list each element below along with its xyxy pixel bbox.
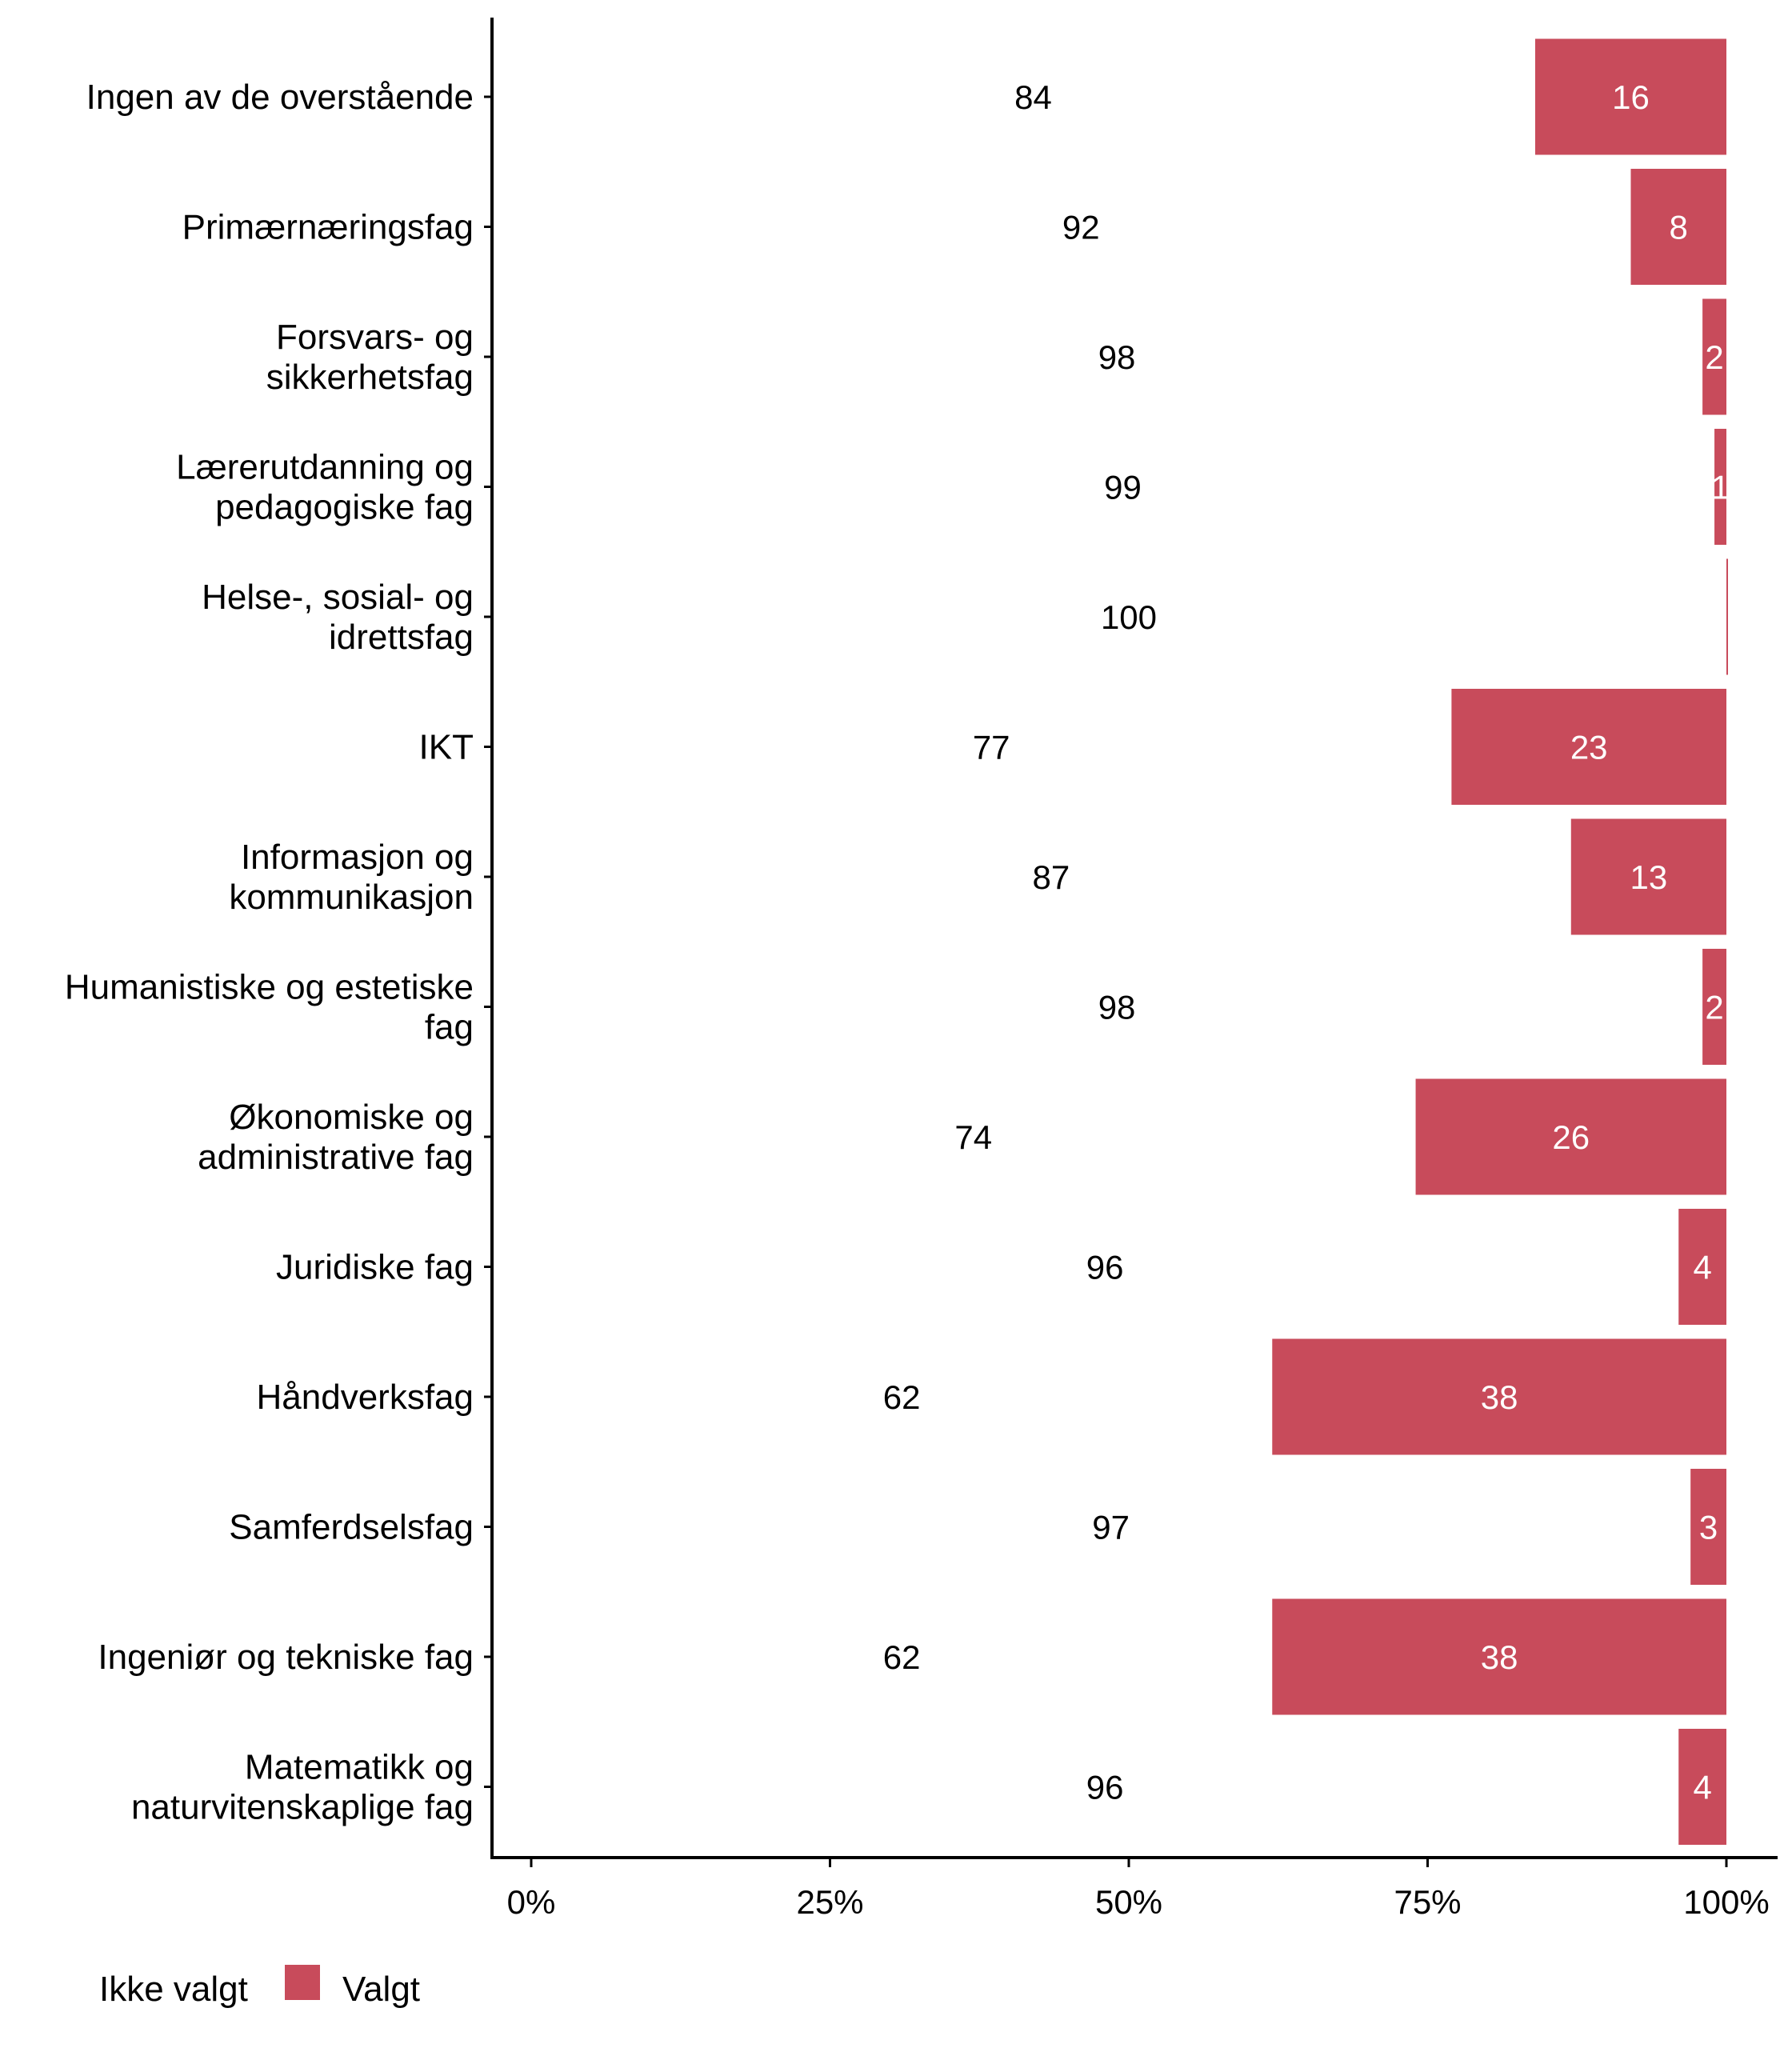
y-tick-label: Håndverksfag xyxy=(257,1378,474,1417)
y-tick-label: Helse-, sosial- og xyxy=(202,578,474,617)
data-label: 26 xyxy=(1552,1118,1590,1156)
y-tick-label: kommunikasjon xyxy=(229,878,474,917)
bar-valgt xyxy=(1702,949,1726,1065)
bar-ikke-valgt xyxy=(531,298,1703,415)
data-label: 98 xyxy=(1098,989,1136,1026)
bar-valgt xyxy=(1726,558,1728,675)
data-label: 38 xyxy=(1481,1638,1518,1676)
bar-ikke-valgt xyxy=(531,1209,1679,1325)
data-label: 13 xyxy=(1630,858,1668,896)
y-tick-label: naturvitenskaplige fag xyxy=(131,1788,474,1827)
data-label: 3 xyxy=(1699,1509,1718,1546)
data-label: 87 xyxy=(1033,858,1070,896)
bars-layer: 84 16 92 8 98 2 99 1 100 77 23 87 13 98 2 74 26 96 4 62 38 97… xyxy=(531,38,1730,1845)
legend-label-valgt: Valgt xyxy=(342,1970,420,2009)
y-tick-label: idrettsfag xyxy=(329,618,474,657)
bar-ikke-valgt xyxy=(531,1469,1691,1585)
bar-valgt xyxy=(1678,1729,1726,1845)
data-label: 96 xyxy=(1086,1249,1124,1286)
data-label: 98 xyxy=(1098,338,1136,376)
bar-ikke-valgt xyxy=(531,818,1571,935)
x-tick-label: 50% xyxy=(1095,1883,1162,1921)
bar-valgt xyxy=(1272,1338,1726,1455)
data-label: 16 xyxy=(1612,78,1650,116)
y-tick-label: Humanistiske og estetiske xyxy=(65,968,474,1007)
data-label: 4 xyxy=(1693,1769,1711,1806)
bar-valgt xyxy=(1714,429,1726,545)
bar-valgt xyxy=(1702,298,1726,415)
data-label: 77 xyxy=(973,729,1010,766)
y-tick-label: Ingeniør og tekniske fag xyxy=(98,1638,474,1677)
data-label: 97 xyxy=(1092,1509,1130,1546)
y-tick-label: Økonomiske og xyxy=(229,1098,474,1137)
bar-ikke-valgt xyxy=(531,429,1715,545)
bar-ikke-valgt xyxy=(531,558,1726,675)
y-tick-label: Ingen av de overstående xyxy=(86,78,474,117)
y-tick-label: Samferdselsfag xyxy=(229,1508,474,1547)
bar-valgt xyxy=(1415,1078,1726,1195)
data-label: 23 xyxy=(1570,729,1608,766)
data-label: 74 xyxy=(954,1118,992,1156)
bar-ikke-valgt xyxy=(531,1338,1273,1455)
y-tick-label: sikkerhetsfag xyxy=(266,358,474,397)
x-axis: 0% 25% 50% 75% 100% xyxy=(490,1856,1778,1921)
bar-ikke-valgt xyxy=(531,1729,1679,1845)
y-tick-label: Lærerutdanning og xyxy=(176,448,474,487)
bar-valgt xyxy=(1451,689,1726,805)
x-tick-label: 75% xyxy=(1394,1883,1461,1921)
y-tick-label: administrative fag xyxy=(198,1138,474,1177)
y-tick-label: Informasjon og xyxy=(241,838,474,877)
bar-ikke-valgt xyxy=(531,949,1703,1065)
bar-valgt xyxy=(1678,1209,1726,1325)
y-tick-label: pedagogiske fag xyxy=(215,488,474,527)
y-tick-label: Forsvars- og xyxy=(276,318,474,357)
legend: Ikke valgt Valgt xyxy=(64,1965,420,2009)
legend-key-ikke-valgt xyxy=(64,1967,93,2002)
bar-valgt xyxy=(1272,1598,1726,1715)
bar-valgt xyxy=(1534,38,1726,155)
bar-valgt xyxy=(1570,818,1726,935)
data-label: 2 xyxy=(1705,338,1723,376)
y-tick-label: Primærnæringsfag xyxy=(182,208,474,247)
data-label: 8 xyxy=(1670,209,1688,246)
data-label: 2 xyxy=(1705,989,1723,1026)
bar-ikke-valgt xyxy=(531,1078,1416,1195)
bar-ikke-valgt xyxy=(531,689,1452,805)
y-tick-label: IKT xyxy=(419,728,474,767)
data-label: 4 xyxy=(1693,1249,1711,1286)
bar-valgt xyxy=(1630,169,1726,285)
data-label: 92 xyxy=(1062,209,1100,246)
data-label: 100 xyxy=(1101,598,1157,636)
y-tick-label: Matematikk og xyxy=(245,1748,474,1787)
data-label: 84 xyxy=(1014,78,1052,116)
data-label: 1 xyxy=(1711,469,1730,506)
data-label: 62 xyxy=(883,1638,921,1676)
bar-ikke-valgt xyxy=(531,169,1631,285)
x-tick-label: 0% xyxy=(507,1883,556,1921)
data-label: 62 xyxy=(883,1378,921,1416)
x-tick-label: 100% xyxy=(1683,1883,1769,1921)
legend-label-ikke-valgt: Ikke valgt xyxy=(99,1970,248,2009)
y-axis: Ingen av de overstående Primærnæringsfag F… xyxy=(65,18,494,1859)
y-tick-label: Juridiske fag xyxy=(276,1248,474,1287)
legend-key-valgt xyxy=(285,1965,320,2000)
data-label: 99 xyxy=(1104,469,1142,506)
bar-ikke-valgt xyxy=(531,1598,1273,1715)
bar-ikke-valgt xyxy=(531,38,1535,155)
data-label: 96 xyxy=(1086,1769,1124,1806)
y-tick-label: fag xyxy=(425,1008,474,1047)
data-label: 38 xyxy=(1481,1378,1518,1416)
bar-valgt xyxy=(1690,1469,1726,1585)
x-tick-label: 25% xyxy=(796,1883,863,1921)
